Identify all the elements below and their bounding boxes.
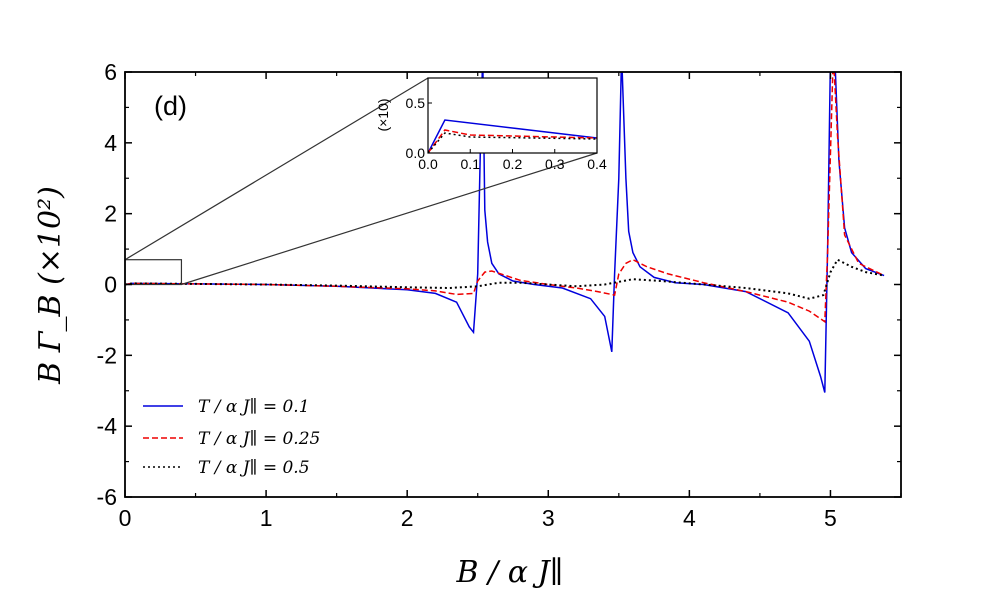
zoom-connector-top [124,77,429,261]
inset-y-label: (×10) [375,98,391,131]
inset-y-tick-label-0: 0.0 [406,145,426,161]
series-line-0 [125,72,885,393]
inset-x-tick-label-3: 0.3 [545,156,565,172]
y-axis-label: B Γ_B (×10²) [33,186,68,385]
x-tick-label-2: 2 [401,505,414,531]
y-tick-label-3: 0 [104,272,117,298]
inset-x-tick-label-4: 0.4 [587,156,607,172]
series-line-1 [125,72,885,324]
legend-label-1: T / α J∥ = 0.25 [198,429,320,449]
legend-label-2: T / α J∥ = 0.5 [198,458,310,478]
inset-series-line-2 [428,132,597,153]
x-tick-label-4: 4 [683,505,696,531]
y-tick-label-6: 6 [104,59,117,85]
series-line-2 [125,258,885,300]
zoom-box [124,259,183,286]
y-tick-label-4: 2 [104,201,117,227]
inset-x-tick-label-1: 0.1 [461,156,481,172]
x-tick-label-3: 3 [542,505,555,531]
x-tick-label-5: 5 [824,505,837,531]
inset-y-tick-label-1: 0.5 [406,95,426,111]
x-tick-label-0: 0 [119,505,132,531]
inset-series-line-1 [428,129,597,153]
y-tick-label-2: -2 [97,342,117,368]
zoom-connector-bottom [181,152,598,286]
inset-x-tick-label-0: 0.0 [418,156,438,172]
inset-x-tick-label-2: 0.2 [503,156,523,172]
inset-background [428,78,597,153]
y-tick-label-1: -4 [97,413,118,439]
inset-series-line-0 [428,119,597,153]
legend: T / α J∥ = 0.1 T / α J∥ = 0.25 T / α J∥ … [143,397,320,478]
x-tick-label-1: 1 [260,505,273,531]
y-tick-label-5: 4 [104,130,117,156]
legend-label-0: T / α J∥ = 0.1 [198,397,310,417]
y-tick-label-0: -6 [97,484,117,510]
panel-label: (d) [154,91,187,121]
x-axis-label: B / α J∥ [456,555,564,590]
